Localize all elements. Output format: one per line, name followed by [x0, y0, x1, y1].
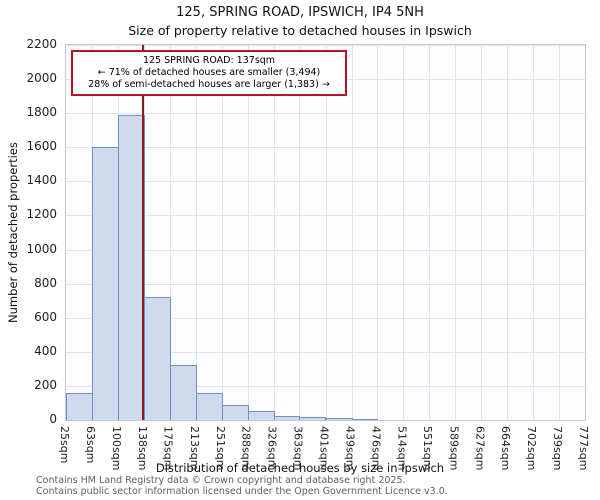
grid-line-vertical	[533, 45, 535, 420]
grid-line-vertical	[507, 45, 508, 420]
grid-line-vertical	[377, 45, 379, 420]
histogram-bar	[92, 147, 119, 420]
grid-line-vertical	[299, 45, 301, 420]
grid-line-vertical	[325, 45, 327, 420]
annotation-box: 125 SPRING ROAD: 137sqm ← 71% of detache…	[71, 50, 347, 97]
histogram-bar	[299, 417, 327, 420]
histogram-bar	[117, 114, 145, 420]
grid-line-vertical	[455, 45, 457, 420]
x-tick-label: 63sqm	[84, 426, 98, 464]
x-tick-label: 100sqm	[109, 426, 123, 471]
x-tick-label: 213sqm	[187, 426, 201, 471]
y-tick-label: 2000	[26, 71, 57, 86]
y-tick-label: 1600	[26, 139, 57, 154]
grid-line-vertical	[273, 45, 275, 420]
x-tick-label: 664sqm	[499, 426, 512, 471]
grid-line-vertical	[351, 45, 353, 420]
histogram-bar	[325, 418, 353, 420]
y-tick-label: 800	[34, 275, 57, 290]
y-tick-label: 200	[34, 377, 57, 392]
y-tick-label: 0	[49, 412, 57, 426]
histogram-bar	[273, 415, 301, 420]
histogram-bar	[195, 392, 223, 420]
histogram-bar	[221, 404, 249, 420]
histogram-bar	[169, 365, 197, 420]
x-tick-label: 551sqm	[421, 426, 435, 471]
x-tick-label: 702sqm	[525, 426, 539, 471]
grid-line-vertical	[403, 45, 405, 420]
grid-line-vertical	[558, 45, 560, 420]
x-axis-title: Distribution of detached houses by size …	[155, 461, 445, 475]
grid-line-vertical	[221, 45, 223, 420]
y-tick-label: 600	[34, 309, 57, 324]
x-tick-label: 589sqm	[447, 426, 461, 471]
x-tick-label: 251sqm	[213, 426, 227, 471]
annotation-smaller-line: ← 71% of detached houses are smaller (3,…	[97, 67, 321, 79]
grid-line-vertical	[169, 45, 171, 420]
footer-attribution-1: Contains HM Land Registry data © Crown c…	[36, 475, 406, 486]
histogram-bar	[351, 419, 379, 420]
x-tick-label: 138sqm	[135, 426, 149, 471]
grid-line-vertical	[481, 45, 483, 420]
x-tick-label: 476sqm	[369, 426, 383, 471]
annotation-larger-line: 28% of semi-detached houses are larger (…	[88, 79, 330, 91]
y-tick-label: 1000	[26, 241, 57, 256]
plot-area	[65, 44, 586, 421]
grid-line-vertical	[429, 45, 431, 420]
histogram-bar	[143, 297, 171, 420]
grid-line-vertical	[247, 45, 249, 420]
x-tick-label: 627sqm	[473, 426, 487, 471]
y-tick-label: 1400	[26, 173, 57, 188]
y-tick-label: 400	[34, 343, 57, 358]
grid-line-vertical	[195, 45, 197, 420]
annotation-property-line: 125 SPRING ROAD: 137sqm	[142, 55, 276, 66]
x-tick-label: 401sqm	[317, 426, 331, 471]
x-tick-label: 326sqm	[265, 426, 279, 471]
y-tick-label: 2200	[26, 37, 57, 51]
histogram-bar	[66, 392, 94, 420]
chart-subtitle: Size of property relative to detached ho…	[128, 23, 472, 38]
x-tick-label: 288sqm	[239, 426, 253, 471]
footer-attribution-2: Contains public sector information licen…	[36, 486, 448, 497]
x-tick-label: 439sqm	[343, 426, 357, 471]
x-tick-label: 514sqm	[395, 426, 409, 471]
x-tick-label: 363sqm	[291, 426, 305, 471]
x-tick-label: 777sqm	[577, 426, 590, 471]
x-tick-label: 25sqm	[58, 426, 71, 464]
y-tick-label: 1200	[26, 207, 57, 222]
y-axis-title: Number of detached properties	[6, 142, 20, 323]
x-tick-label: 175sqm	[161, 426, 175, 471]
x-tick-label: 739sqm	[550, 426, 564, 471]
y-tick-label: 1800	[26, 105, 57, 120]
chart-title: 125, SPRING ROAD, IPSWICH, IP4 5NH	[176, 5, 424, 20]
histogram-bar	[247, 411, 275, 420]
marker-line	[142, 45, 145, 420]
